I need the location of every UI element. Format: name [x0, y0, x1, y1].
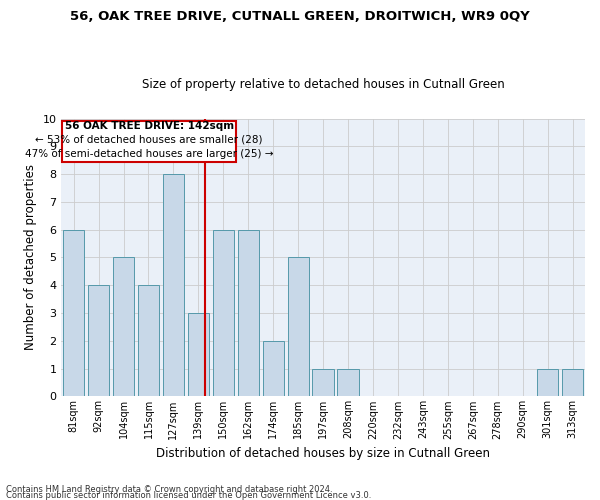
Bar — [88, 286, 109, 397]
Title: Size of property relative to detached houses in Cutnall Green: Size of property relative to detached ho… — [142, 78, 505, 91]
Bar — [562, 368, 583, 396]
Bar — [113, 258, 134, 396]
Bar — [163, 174, 184, 396]
Bar — [62, 122, 236, 162]
Y-axis label: Number of detached properties: Number of detached properties — [24, 164, 37, 350]
Bar — [263, 341, 284, 396]
Text: 56, OAK TREE DRIVE, CUTNALL GREEN, DROITWICH, WR9 0QY: 56, OAK TREE DRIVE, CUTNALL GREEN, DROIT… — [70, 10, 530, 23]
Bar — [287, 258, 309, 396]
Bar — [188, 313, 209, 396]
Bar — [213, 230, 234, 396]
Bar — [337, 368, 359, 396]
Text: 56 OAK TREE DRIVE: 142sqm: 56 OAK TREE DRIVE: 142sqm — [65, 120, 233, 130]
Bar — [537, 368, 558, 396]
Bar — [238, 230, 259, 396]
X-axis label: Distribution of detached houses by size in Cutnall Green: Distribution of detached houses by size … — [156, 447, 490, 460]
Bar — [63, 230, 84, 396]
Bar — [138, 286, 159, 397]
Text: ← 53% of detached houses are smaller (28): ← 53% of detached houses are smaller (28… — [35, 134, 263, 144]
Text: 47% of semi-detached houses are larger (25) →: 47% of semi-detached houses are larger (… — [25, 149, 274, 159]
Text: Contains public sector information licensed under the Open Government Licence v3: Contains public sector information licen… — [6, 490, 371, 500]
Bar — [313, 368, 334, 396]
Text: Contains HM Land Registry data © Crown copyright and database right 2024.: Contains HM Land Registry data © Crown c… — [6, 484, 332, 494]
